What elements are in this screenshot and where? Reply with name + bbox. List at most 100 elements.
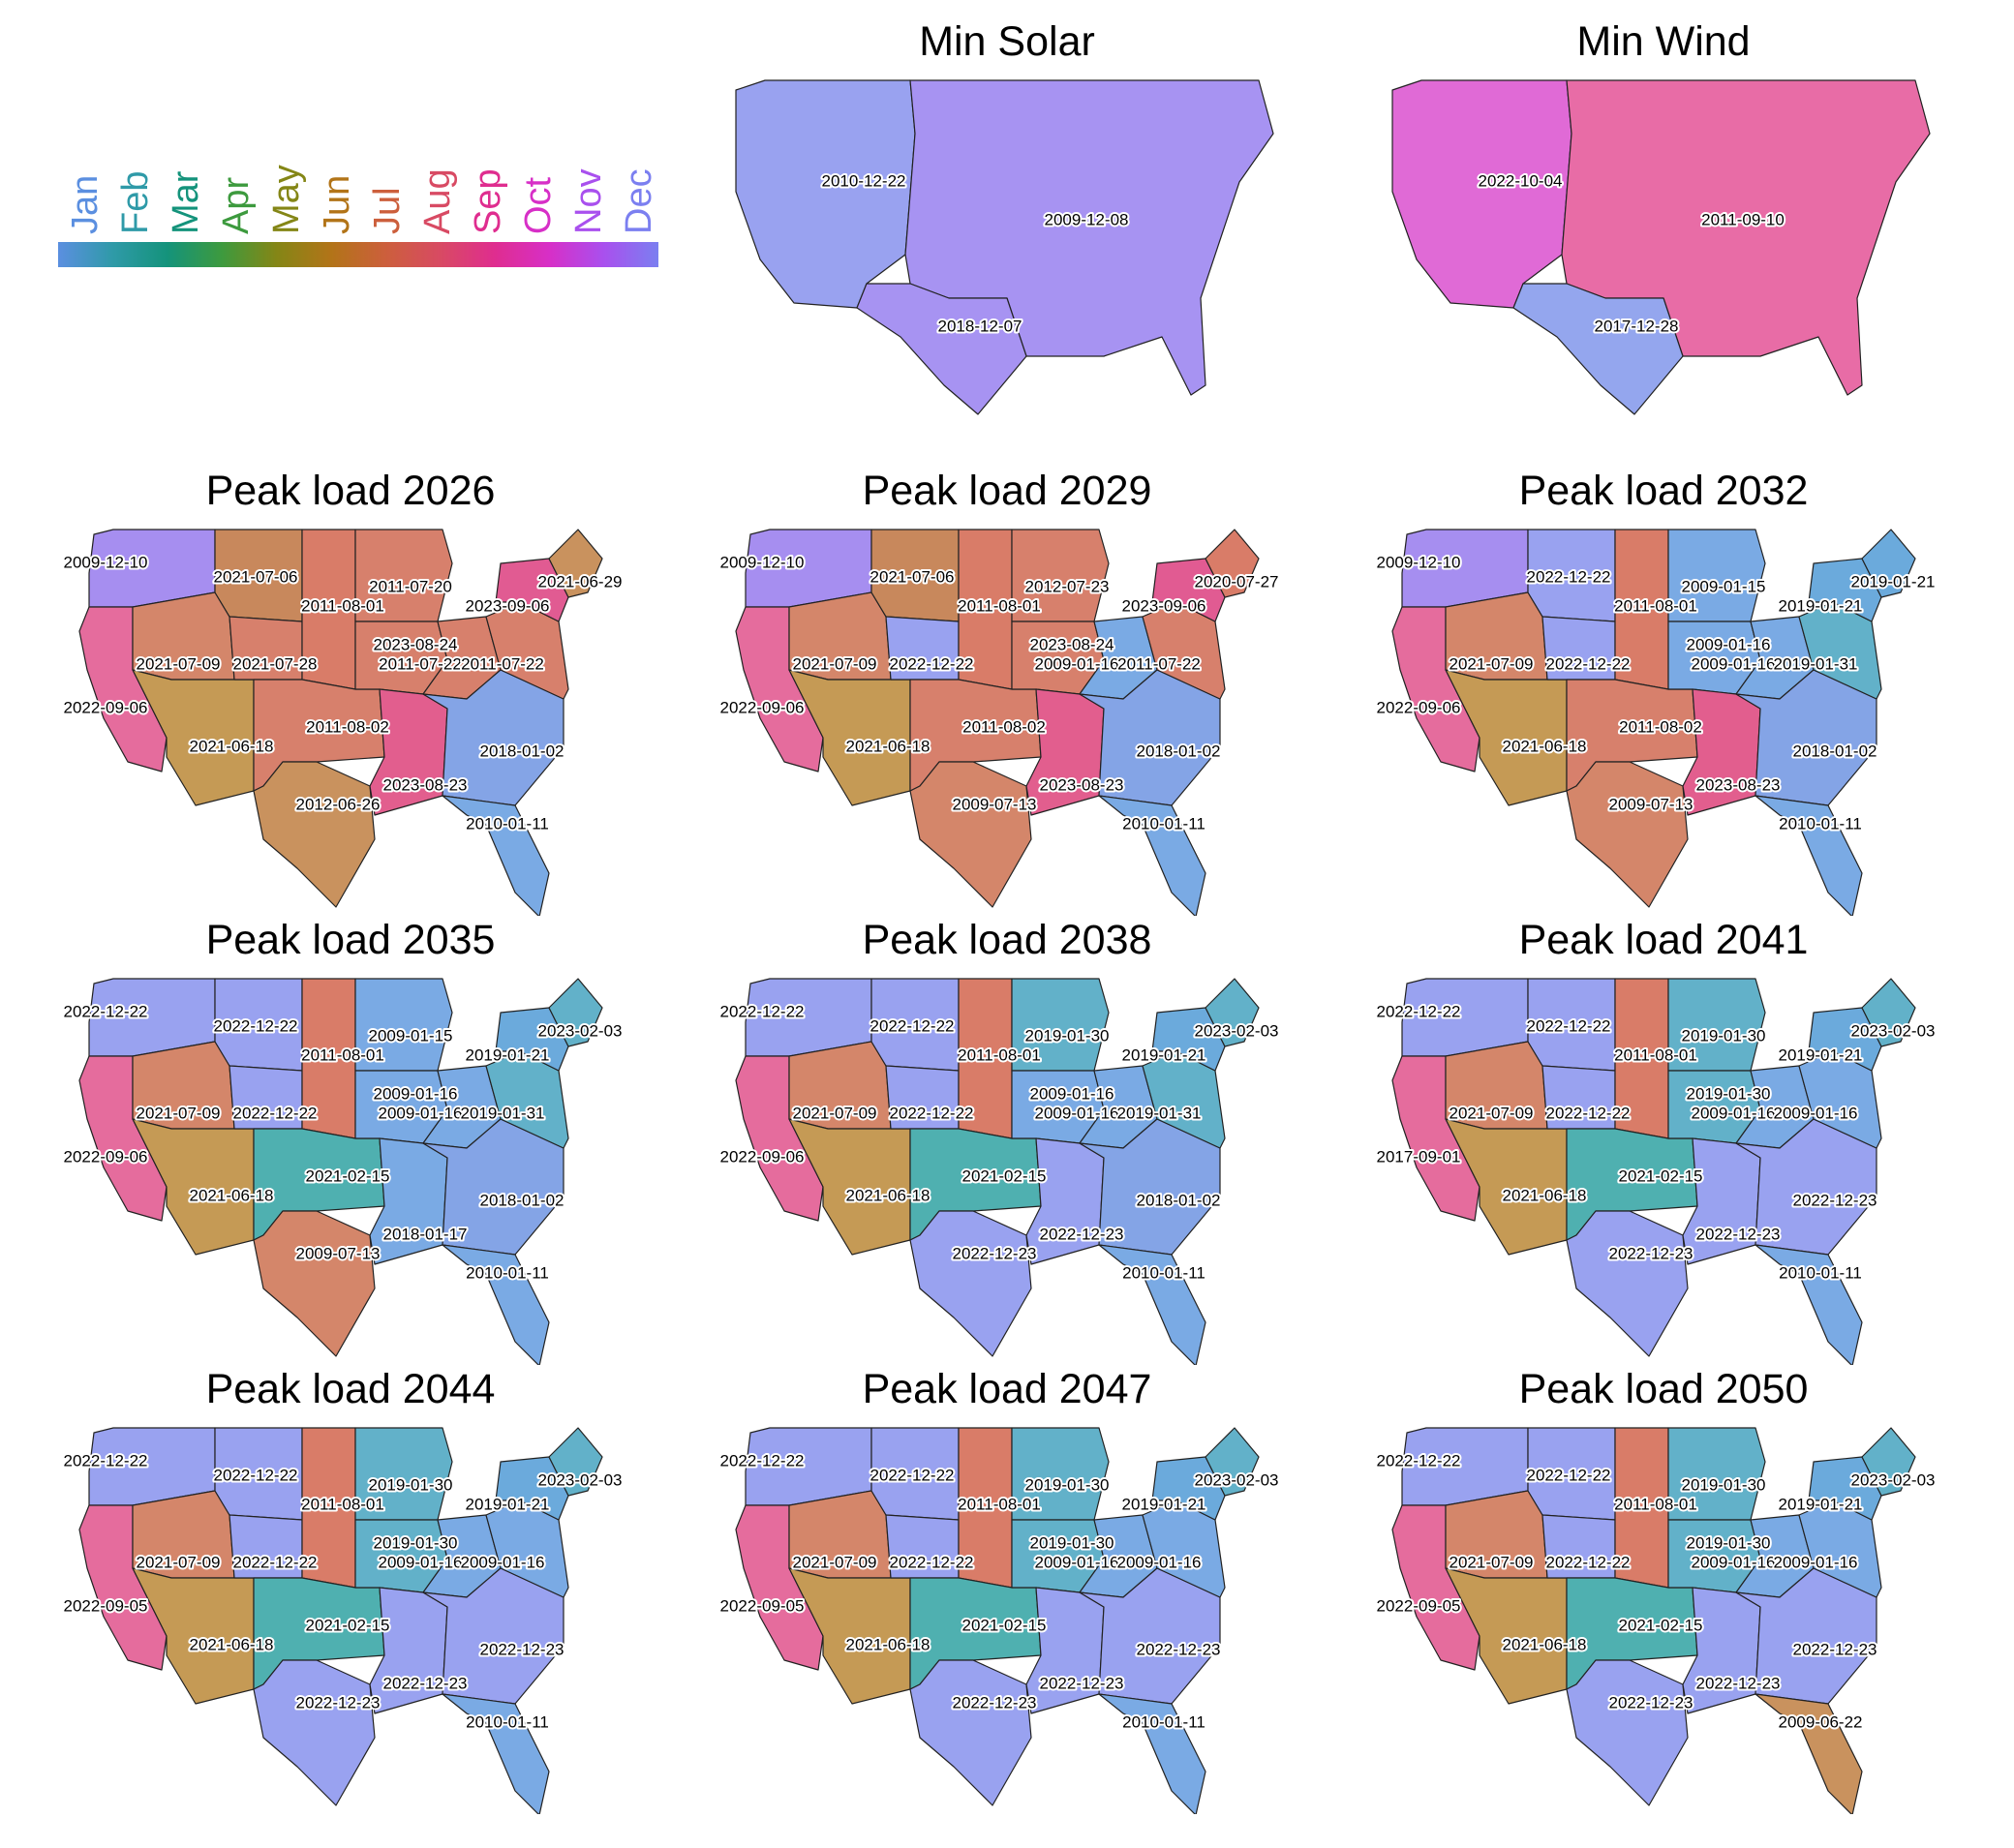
region-date-label: 2012-07-23	[1025, 577, 1110, 595]
region-ne	[1861, 978, 1916, 1047]
region-date-label: 2011-08-01	[301, 596, 384, 615]
region-date-label: 2021-07-09	[793, 654, 877, 673]
region-date-label: 2023-09-06	[466, 596, 550, 615]
map-panel: 2022-12-22 2022-09-05 2021-07-09 2021-06-18…	[21, 1365, 680, 1814]
map-panel: 2010-12-22 2009-12-08 2018-12-07 Min Solar	[678, 17, 1336, 467]
region-date-label: 2018-01-02	[1793, 742, 1877, 760]
region-sw	[132, 1118, 255, 1256]
region-ne	[1205, 1427, 1260, 1497]
region-date-label: 2018-01-17	[383, 1225, 468, 1243]
region-date-label: 2010-01-11	[1779, 1263, 1862, 1282]
legend-month-aug: Aug	[417, 168, 458, 234]
region-ercot	[909, 1659, 1032, 1806]
region-ercot	[909, 1210, 1032, 1357]
legend-month-dec: Dec	[619, 168, 659, 234]
region-date-label: 2019-01-30	[1682, 1026, 1766, 1045]
legend-month-feb: Feb	[115, 170, 156, 234]
region-date-label: 2021-06-18	[846, 1186, 931, 1204]
region-date-label: 2022-12-22	[870, 1016, 955, 1035]
region-west	[735, 79, 916, 309]
region-sw	[1445, 1567, 1568, 1705]
region-sw	[788, 669, 911, 806]
region-date-label: 2022-09-06	[720, 1147, 805, 1166]
region-ne	[548, 1427, 603, 1497]
region-date-label: 2023-02-03	[1195, 1021, 1279, 1040]
region-ercot	[1566, 761, 1689, 908]
region-ercot	[909, 761, 1032, 908]
map-panel: 2022-12-22 2017-09-01 2021-07-09 2021-06-18…	[1334, 916, 1993, 1365]
region-date-label: 2011-08-02	[962, 717, 1046, 736]
region-map: 2010-12-22 2009-12-08 2018-12-07	[735, 79, 1274, 415]
region-se	[1079, 1567, 1221, 1705]
region-date-label: 2022-12-23	[1609, 1693, 1694, 1712]
region-date-label: 2021-07-09	[137, 1553, 221, 1571]
region-date-label: 2021-06-29	[538, 572, 623, 591]
region-date-label: 2009-01-16	[1035, 654, 1119, 673]
region-date-label: 2023-08-23	[1696, 775, 1781, 794]
region-date-label: 2021-06-18	[1503, 737, 1587, 755]
panel-title: Peak load 2044	[205, 1366, 496, 1412]
region-ne	[1861, 529, 1916, 598]
region-ne	[1861, 1427, 1916, 1497]
region-date-label: 2022-09-06	[720, 698, 805, 716]
region-date-label: 2009-01-16	[1774, 1104, 1858, 1122]
region-date-label: 2021-07-09	[793, 1104, 877, 1122]
region-date-label: 2022-12-22	[214, 1016, 298, 1035]
region-date-label: 2018-01-02	[1137, 742, 1221, 760]
map-panel: 2022-12-22 2022-09-06 2021-07-09 2021-06-18…	[21, 916, 680, 1365]
region-date-label: 2009-12-10	[1377, 553, 1461, 571]
region-date-label: 2022-12-23	[953, 1244, 1037, 1262]
region-date-label: 2011-08-01	[301, 1495, 384, 1513]
region-date-label: 2022-12-22	[1546, 1553, 1631, 1571]
region-date-label: 2009-01-16	[461, 1553, 545, 1571]
region-date-label: 2017-09-01	[1377, 1147, 1461, 1166]
region-date-label: 2010-01-11	[466, 1263, 549, 1282]
region-date-label: 2022-12-22	[1377, 1002, 1461, 1020]
region-map: 2009-12-10 2022-09-06 2021-07-09 2021-06-18…	[62, 529, 624, 916]
region-date-label: 2022-12-22	[1527, 1016, 1611, 1035]
region-date-label: 2021-06-18	[190, 1635, 274, 1653]
map-panel: 2022-10-04 2011-09-10 2017-12-28 Min Wind	[1334, 17, 1993, 467]
region-date-label: 2023-08-23	[1040, 775, 1124, 794]
region-date-label: 2022-12-22	[233, 1553, 318, 1571]
region-date-label: 2022-12-22	[1527, 1466, 1611, 1484]
region-date-label: 2022-09-05	[1377, 1596, 1461, 1615]
region-date-label: 2022-12-23	[1793, 1191, 1877, 1209]
region-date-label: 2021-07-09	[1449, 1104, 1534, 1122]
region-date-label: 2009-01-16	[379, 1104, 463, 1122]
region-ercot	[1566, 1210, 1689, 1357]
region-date-label: 2022-09-05	[720, 1596, 805, 1615]
region-date-label: 2021-02-15	[1619, 1616, 1703, 1634]
region-date-label: 2009-01-16	[374, 1084, 458, 1103]
region-date-label: 2009-12-10	[64, 553, 148, 571]
region-date-label: 2022-12-22	[870, 1466, 955, 1484]
region-se	[422, 1118, 565, 1256]
region-map: 2022-12-22 2022-09-05 2021-07-09 2021-06-18…	[718, 1427, 1280, 1814]
region-sw	[132, 669, 255, 806]
region-date-label: 2021-06-18	[846, 737, 931, 755]
region-date-label: 2019-01-31	[1774, 654, 1858, 673]
region-sw	[1445, 1118, 1568, 1256]
region-date-label: 2023-09-06	[1122, 596, 1206, 615]
map-panel: 2009-12-10 2022-09-06 2021-07-09 2021-06-18…	[21, 467, 680, 916]
region-date-label: 2009-07-13	[953, 795, 1037, 813]
legend-month-apr: Apr	[216, 176, 257, 234]
region-ne	[548, 978, 603, 1047]
region-date-label: 2022-12-23	[1793, 1640, 1877, 1658]
region-se	[422, 669, 565, 806]
region-date-label: 2019-01-21	[466, 1045, 550, 1064]
region-ercot	[253, 1659, 376, 1806]
region-date-label: 2018-01-02	[480, 742, 565, 760]
region-date-label: 2011-08-01	[1614, 1495, 1697, 1513]
region-date-label: 2021-02-15	[306, 1616, 390, 1634]
region-date-label: 2020-07-27	[1195, 572, 1279, 591]
region-date-label: 2011-08-02	[306, 717, 389, 736]
region-date-label: 2011-07-22	[461, 654, 544, 673]
region-date-label: 2011-08-01	[958, 596, 1041, 615]
region-date-label: 2019-01-30	[369, 1475, 453, 1494]
region-date-label: 2009-01-16	[1035, 1553, 1119, 1571]
region-date-label: 2010-01-11	[1779, 814, 1862, 833]
region-date-label: 2009-01-16	[1035, 1104, 1119, 1122]
region-date-label: 2019-01-21	[1122, 1495, 1206, 1513]
region-date-label: 2018-01-02	[480, 1191, 565, 1209]
